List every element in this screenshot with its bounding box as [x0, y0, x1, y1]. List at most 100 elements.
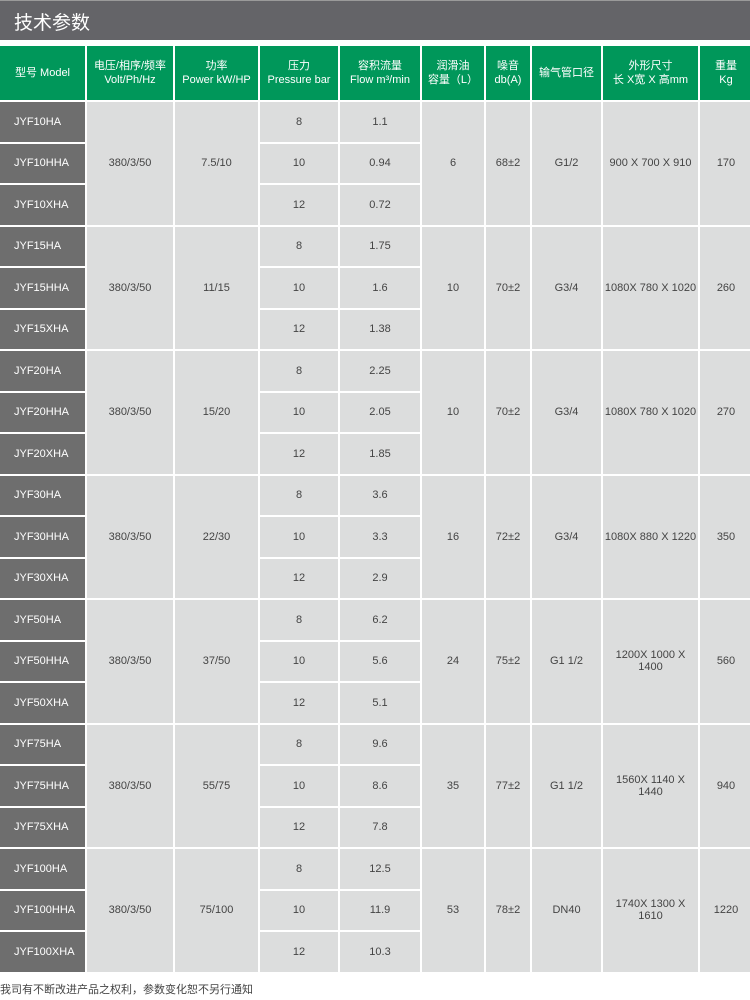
power-cell: 55/75: [175, 724, 258, 847]
model-cell: JYF100HHA: [0, 890, 85, 930]
dims-cell: 1080X 780 X 1020: [603, 226, 698, 349]
dims-cell: 1080X 880 X 1220: [603, 475, 698, 598]
volt-cell: 380/3/50: [87, 102, 173, 225]
flow-cell: 1.6: [340, 268, 420, 308]
table-row: JYF75XHA 12 7.8: [0, 807, 750, 847]
oil-cell: 16: [422, 475, 484, 598]
volt-cell: 380/3/50: [87, 849, 173, 972]
spec-table: 型号 Model 电压/相序/频率 Volt/Ph/Hz 功率 Power kW/HP 压…: [0, 44, 750, 974]
table-header-row: 型号 Model 电压/相序/频率 Volt/Ph/Hz 功率 Power kW/HP 压…: [0, 46, 750, 100]
flow-cell: 1.75: [340, 226, 420, 266]
header-pressure: 压力 Pressure bar: [260, 46, 338, 100]
dims-cell: 900 X 700 X 910: [603, 102, 698, 225]
pressure-cell: 10: [260, 890, 338, 930]
flow-cell: 5.6: [340, 641, 420, 681]
flow-cell: 0.72: [340, 185, 420, 225]
header-sublabel: Flow m³/min: [350, 74, 410, 86]
table-row: JYF20HA 380/3/50 15/20 8 2.25 10 70±2 G3/4 1080X…: [0, 351, 750, 474]
weight-cell: 350: [700, 475, 750, 598]
pressure-cell: 12: [260, 185, 338, 225]
model-cell: JYF10HA: [0, 102, 85, 142]
model-cell: JYF75HHA: [0, 766, 85, 806]
pipe-cell: G1 1/2: [532, 600, 601, 723]
model-cell: JYF30HHA: [0, 517, 85, 557]
pressure-cell: 12: [260, 932, 338, 972]
model-cell: JYF15HA: [0, 226, 85, 266]
dims-cell: 1080X 780 X 1020: [603, 351, 698, 474]
model-cell: JYF15HHA: [0, 268, 85, 308]
flow-cell: 3.3: [340, 517, 420, 557]
oil-cell: 10: [422, 351, 484, 474]
model-cell: JYF50HHA: [0, 641, 85, 681]
flow-cell: 2.25: [340, 351, 420, 391]
weight-cell: 1220: [700, 849, 750, 972]
header-sublabel: Pressure bar: [267, 74, 331, 86]
table-row: JYF15HA 380/3/50 11/15 8 1.75 10 70±2 G3/4 1080X…: [0, 226, 750, 349]
header-label: 噪音: [497, 60, 519, 72]
volt-cell: 380/3/50: [87, 351, 173, 474]
header-sublabel: 容量（L）: [427, 74, 479, 86]
header-model: 型号 Model: [0, 46, 85, 100]
flow-cell: 3.6: [340, 475, 420, 515]
power-cell: 37/50: [175, 600, 258, 723]
header-weight: 重量 Kg: [700, 46, 750, 100]
model-cell: JYF30HA: [0, 475, 85, 515]
table-row: JYF10HHA 10 0.94: [0, 143, 750, 183]
volt-cell: 380/3/50: [87, 600, 173, 723]
pressure-cell: 12: [260, 309, 338, 349]
power-cell: 22/30: [175, 475, 258, 598]
noise-cell: 70±2: [486, 226, 530, 349]
header-label: 电压/相序/频率: [93, 60, 167, 72]
pressure-cell: 8: [260, 600, 338, 640]
pressure-cell: 12: [260, 558, 338, 598]
oil-cell: 10: [422, 226, 484, 349]
volt-cell: 380/3/50: [87, 475, 173, 598]
pressure-cell: 10: [260, 766, 338, 806]
table-row: JYF30HHA 10 3.3: [0, 517, 750, 557]
noise-cell: 75±2: [486, 600, 530, 723]
noise-cell: 68±2: [486, 102, 530, 225]
section-title: 技术参数: [14, 13, 91, 34]
dims-cell: 1740X 1300 X 1610: [603, 849, 698, 972]
model-cell: JYF15XHA: [0, 309, 85, 349]
power-cell: 75/100: [175, 849, 258, 972]
table-row: JYF10XHA 12 0.72: [0, 185, 750, 225]
header-label: 润滑油: [436, 60, 470, 72]
header-label: 外形尺寸: [628, 60, 673, 72]
header-sublabel: Volt/Ph/Hz: [104, 74, 156, 86]
header-label: 型号 Model: [14, 67, 71, 79]
flow-cell: 11.9: [340, 890, 420, 930]
table-row: JYF100HHA 10 11.9: [0, 890, 750, 930]
flow-cell: 2.9: [340, 558, 420, 598]
pipe-cell: G3/4: [532, 226, 601, 349]
table-row: JYF50XHA 12 5.1: [0, 683, 750, 723]
pressure-cell: 8: [260, 724, 338, 764]
flow-cell: 2.05: [340, 392, 420, 432]
power-cell: 15/20: [175, 351, 258, 474]
oil-cell: 24: [422, 600, 484, 723]
weight-cell: 940: [700, 724, 750, 847]
model-cell: JYF20XHA: [0, 434, 85, 474]
pipe-cell: G3/4: [532, 475, 601, 598]
table-row: JYF15HHA 10 1.6: [0, 268, 750, 308]
model-cell: JYF75XHA: [0, 807, 85, 847]
noise-cell: 70±2: [486, 351, 530, 474]
model-cell: JYF75HA: [0, 724, 85, 764]
power-cell: 7.5/10: [175, 102, 258, 225]
dims-cell: 1560X 1140 X 1440: [603, 724, 698, 847]
header-sublabel: db(A): [494, 74, 522, 86]
flow-cell: 9.6: [340, 724, 420, 764]
noise-cell: 77±2: [486, 724, 530, 847]
model-cell: JYF20HA: [0, 351, 85, 391]
table-row: JYF20HHA 10 2.05: [0, 392, 750, 432]
weight-cell: 260: [700, 226, 750, 349]
table-row: JYF20XHA 12 1.85: [0, 434, 750, 474]
header-sublabel: Kg: [719, 74, 733, 86]
oil-cell: 35: [422, 724, 484, 847]
header-dims: 外形尺寸长 X宽 X 高mm: [603, 46, 698, 100]
table-row: JYF50HHA 10 5.6: [0, 641, 750, 681]
weight-cell: 270: [700, 351, 750, 474]
pressure-cell: 10: [260, 517, 338, 557]
model-cell: JYF10XHA: [0, 185, 85, 225]
weight-cell: 170: [700, 102, 750, 225]
